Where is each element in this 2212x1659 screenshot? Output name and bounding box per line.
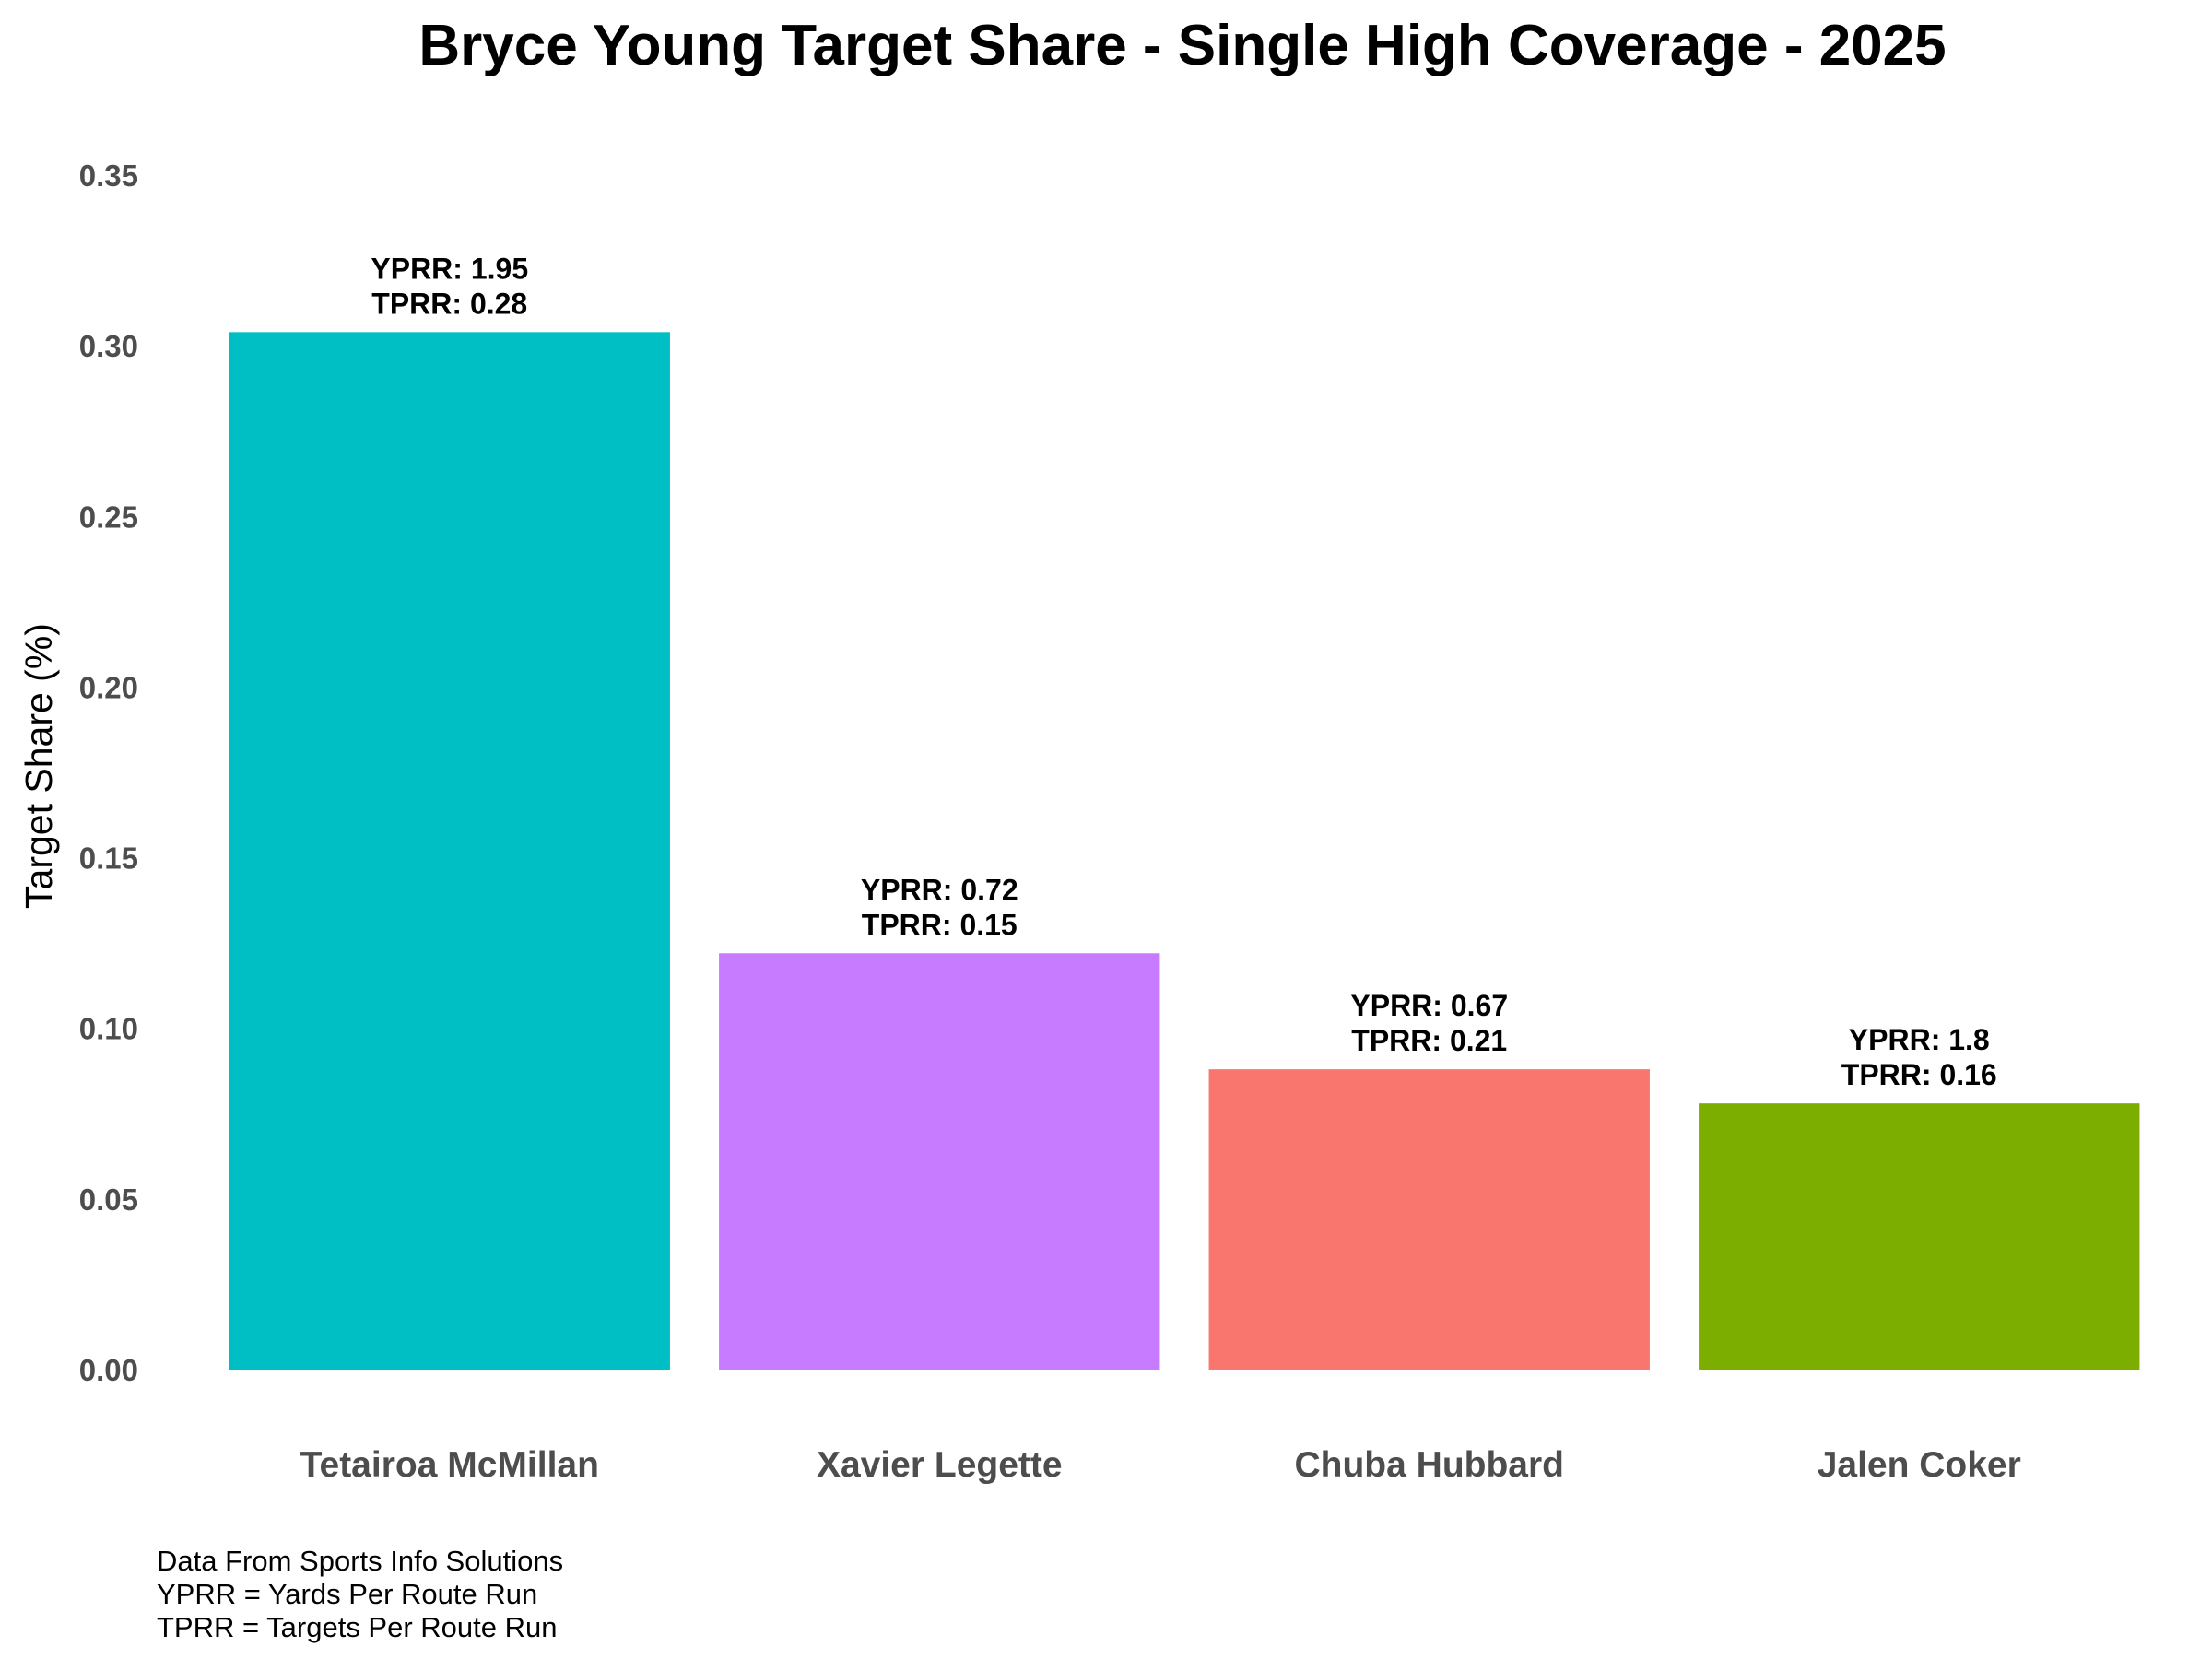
y-tick-label: 0.35 bbox=[79, 159, 138, 193]
bar-annotation-line: YPRR: 1.95 bbox=[371, 252, 528, 285]
bar-annotation-line: TPRR: 0.16 bbox=[1841, 1058, 1997, 1091]
x-axis-ticks: Tetairoa McMillan Xavier Legette Chuba Hub… bbox=[300, 1445, 2021, 1485]
caption-line-source: Data From Sports Info Solutions bbox=[157, 1545, 564, 1577]
caption-line-tprr: TPRR = Targets Per Route Run bbox=[157, 1611, 558, 1643]
y-axis-ticks: 0.00 0.05 0.10 0.15 0.20 0.25 0.30 0.35 bbox=[79, 159, 138, 1387]
x-tick-label: Chuba Hubbard bbox=[1295, 1445, 1564, 1485]
x-tick-label: Tetairoa McMillan bbox=[300, 1445, 599, 1485]
y-tick-label: 0.00 bbox=[79, 1353, 138, 1387]
bars bbox=[229, 332, 2140, 1370]
bar bbox=[1208, 1069, 1650, 1370]
x-tick-label: Xavier Legette bbox=[817, 1445, 1063, 1485]
bar-annotation-line: TPRR: 0.15 bbox=[862, 908, 1018, 941]
caption-line-yprr: YPRR = Yards Per Route Run bbox=[157, 1578, 538, 1610]
source-caption: Data From Sports Info Solutions YPRR = Y… bbox=[157, 1545, 563, 1644]
y-axis-label: Target Share (%) bbox=[18, 623, 60, 909]
bar-annotation-line: YPRR: 1.8 bbox=[1849, 1023, 1990, 1056]
y-tick-label: 0.20 bbox=[79, 670, 138, 704]
bar bbox=[229, 332, 670, 1370]
y-tick-label: 0.25 bbox=[79, 500, 138, 534]
bar-annotation-line: YPRR: 0.72 bbox=[861, 873, 1018, 906]
bar-annotation-line: TPRR: 0.21 bbox=[1351, 1024, 1507, 1057]
y-tick-label: 0.10 bbox=[79, 1012, 138, 1046]
chart-title: Bryce Young Target Share - Single High C… bbox=[418, 14, 1946, 77]
bar-annotation-line: TPRR: 0.28 bbox=[371, 287, 527, 320]
bar-annotation-line: YPRR: 0.67 bbox=[1350, 989, 1508, 1022]
y-tick-label: 0.30 bbox=[79, 329, 138, 363]
bar bbox=[1699, 1103, 2140, 1370]
y-tick-label: 0.15 bbox=[79, 841, 138, 876]
bar bbox=[719, 953, 1160, 1370]
y-tick-label: 0.05 bbox=[79, 1182, 138, 1217]
x-tick-label: Jalen Coker bbox=[1818, 1445, 2021, 1485]
